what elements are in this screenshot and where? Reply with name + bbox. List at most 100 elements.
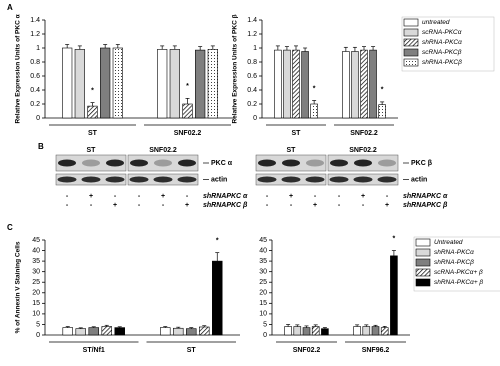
y-tick-label: 45: [32, 237, 40, 244]
treatment-sign: +: [185, 202, 189, 209]
bar: [88, 327, 99, 336]
y-axis-label: Relative Expression Units of PKC β: [232, 14, 239, 123]
y-tick-label: 40: [32, 247, 40, 254]
bar: [199, 326, 210, 336]
significance-marker: *: [381, 87, 384, 94]
significance-marker: *: [393, 235, 396, 242]
y-tick-label: 1.2: [247, 31, 257, 38]
y-tick-label: 5: [36, 321, 40, 328]
blot-band: [106, 159, 124, 167]
bar: [310, 103, 318, 119]
y-tick-label: 0.2: [247, 101, 257, 108]
treatment-sign: -: [114, 193, 117, 200]
y-tick-label: 20: [259, 290, 267, 297]
treatment-sign: +: [89, 193, 93, 200]
bar: [342, 51, 350, 119]
bar: [157, 49, 168, 119]
x-group-label: ST/Nf1: [83, 347, 105, 354]
blot-band: [378, 159, 396, 167]
significance-marker: *: [216, 238, 219, 245]
band-label: actin: [411, 176, 427, 183]
legend-swatch: [415, 258, 431, 267]
x-group-label: SNF02.2: [174, 130, 202, 137]
blot-band: [105, 176, 125, 183]
treatment-label: shRNAPKC β: [203, 202, 248, 209]
legend-swatch: [415, 278, 431, 287]
treatment-sign: +: [313, 202, 317, 209]
treatment-sign: -: [90, 202, 93, 209]
blot-group-label: ST: [87, 147, 97, 154]
blot-band: [257, 176, 277, 183]
legend-label: untreated: [422, 19, 450, 26]
bar: [207, 49, 218, 119]
treatment-sign: -: [266, 202, 269, 209]
blot-group-label: SNF02.2: [149, 147, 177, 154]
y-tick-label: 1: [253, 45, 257, 52]
blot-group-label: ST: [287, 147, 297, 154]
y-tick-label: 1.4: [30, 17, 40, 24]
y-axis-label: Relative Expression Units of PKC α: [15, 14, 22, 123]
panel-label: A: [7, 3, 13, 12]
y-tick-label: 1.2: [30, 31, 40, 38]
blot-band: [282, 159, 300, 167]
blot-band: [306, 159, 324, 167]
y-tick-label: 0.6: [247, 73, 257, 80]
y-tick-label: 0: [263, 332, 267, 339]
blot-group-label: SNF02.2: [349, 147, 377, 154]
legend-label: shRNA-PKCβ: [434, 259, 474, 266]
legend-swatch: [415, 268, 431, 277]
y-tick-label: 25: [32, 279, 40, 286]
treatment-sign: +: [385, 202, 389, 209]
treatment-sign: -: [162, 202, 165, 209]
bar: [169, 49, 180, 119]
treatment-sign: -: [66, 193, 69, 200]
y-tick-label: 0.8: [30, 59, 40, 66]
blot-band: [281, 176, 301, 183]
bar: [321, 328, 329, 336]
bar: [100, 47, 111, 119]
treatment-sign: -: [138, 193, 141, 200]
blot-band: [57, 176, 77, 183]
blot-band: [258, 159, 276, 167]
y-tick-label: 0.6: [30, 73, 40, 80]
bar: [112, 47, 123, 119]
treatment-sign: -: [290, 202, 293, 209]
bar: [353, 326, 361, 336]
y-tick-label: 20: [32, 290, 40, 297]
y-tick-label: 0: [36, 115, 40, 122]
treatment-sign: -: [266, 193, 269, 200]
x-group-label: SNF96.2: [362, 347, 390, 354]
bar: [292, 49, 300, 119]
bar: [371, 326, 380, 336]
bar: [360, 49, 368, 119]
legend-box: [401, 16, 495, 72]
blot-band: [154, 159, 172, 167]
bar: [274, 49, 282, 119]
y-tick-label: 10: [259, 311, 267, 318]
y-tick-label: 5: [263, 321, 267, 328]
treatment-label: shRNAPKC α: [403, 193, 448, 200]
bar: [378, 104, 386, 119]
bar: [212, 260, 223, 336]
bar: [311, 326, 320, 336]
treatment-sign: +: [161, 193, 165, 200]
x-group-label: SNF02.2: [350, 130, 378, 137]
legend-label: scRNA-PKCβ: [422, 49, 462, 56]
bar: [62, 327, 73, 336]
blot-band: [129, 176, 149, 183]
bar: [173, 327, 184, 336]
panel-label: C: [7, 223, 13, 232]
treatment-label: shRNAPKC β: [403, 202, 448, 209]
legend-label: scRNA-PKCα+ β: [434, 269, 483, 276]
band-label: PKC β: [411, 160, 433, 167]
y-tick-label: 0: [36, 332, 40, 339]
blot-band: [58, 159, 76, 167]
treatment-sign: +: [361, 193, 365, 200]
treatment-sign: -: [338, 202, 341, 209]
legend-swatch: [415, 248, 431, 257]
blot-band: [130, 159, 148, 167]
bar: [302, 327, 311, 336]
bar: [87, 105, 98, 119]
blot-band: [305, 176, 325, 183]
y-tick-label: 45: [259, 237, 267, 244]
